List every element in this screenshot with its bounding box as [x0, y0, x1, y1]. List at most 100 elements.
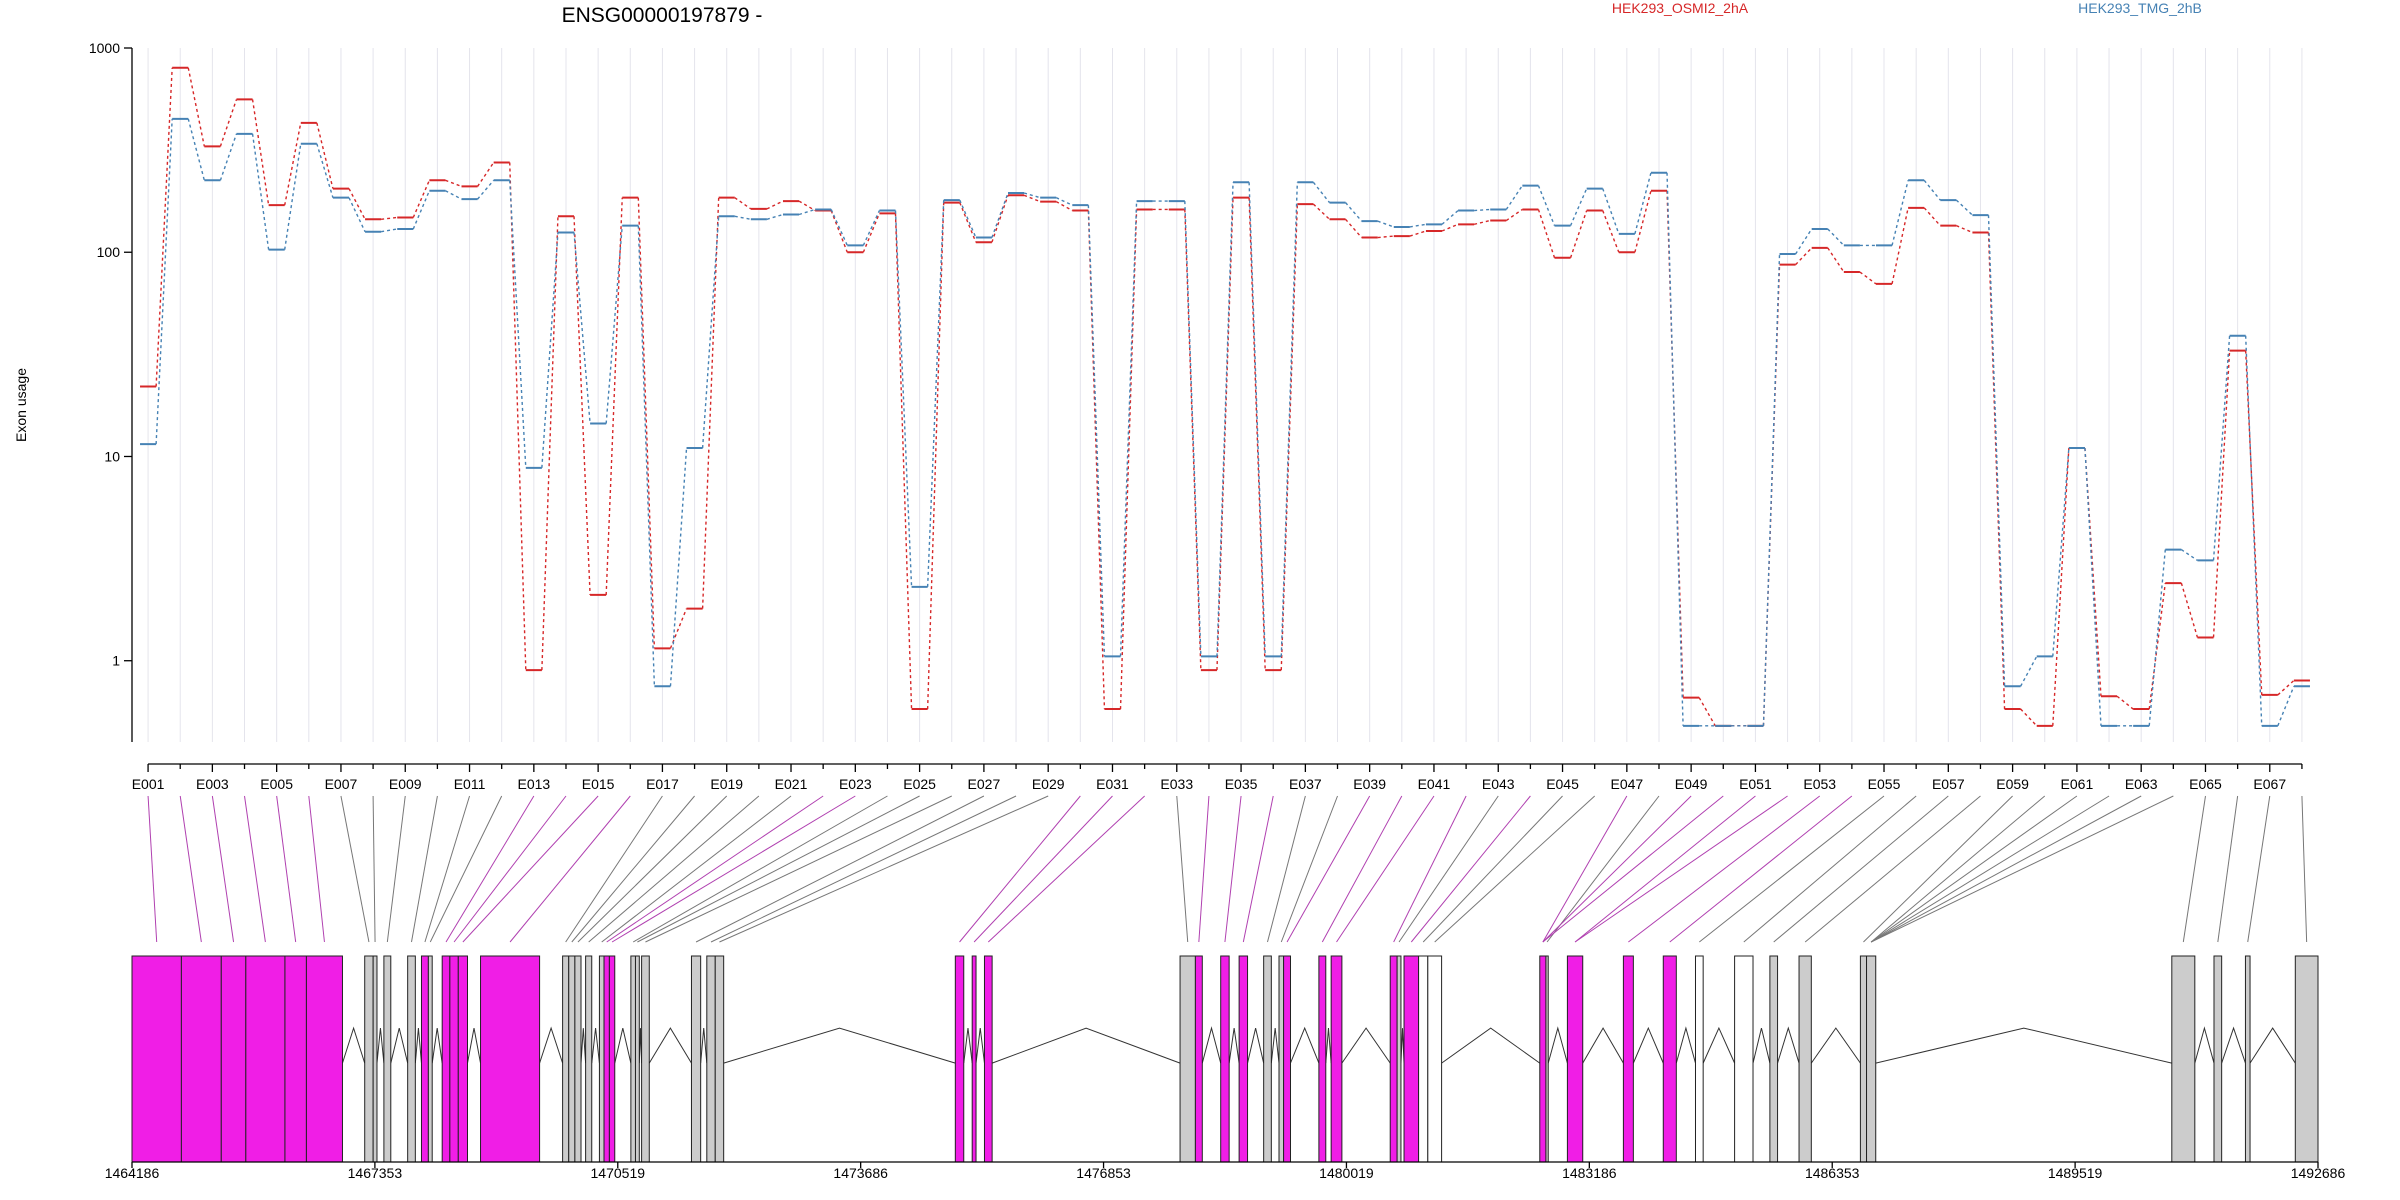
y-axis-label: Exon usage — [13, 368, 29, 442]
intron-E039 — [1290, 1026, 1320, 1064]
x-tick-label-E005: E005 — [260, 776, 293, 792]
guide-E016 — [509, 795, 631, 943]
exon-box-E004 — [245, 955, 286, 1163]
x-tick-label-E023: E023 — [839, 776, 872, 792]
guide-E059 — [1863, 795, 2013, 943]
exon-box-E024 — [630, 955, 636, 1163]
guide-E030 — [959, 795, 1081, 943]
guide-E045 — [1422, 795, 1563, 943]
series-riser — [541, 216, 559, 671]
x-tick-label-E045: E045 — [1546, 776, 1579, 792]
guide-E035 — [1224, 795, 1242, 943]
exon-box-E036 — [1238, 955, 1249, 1163]
vertical-gridlines — [147, 48, 2303, 742]
guide-E066 — [2217, 795, 2239, 943]
intron-E031 — [975, 1028, 985, 1064]
x-tick-label-E055: E055 — [1868, 776, 1901, 792]
intron-E029 — [723, 1027, 956, 1064]
guide-E051 — [1574, 795, 1756, 943]
x-tick-label-E019: E019 — [710, 776, 743, 792]
guide-E040 — [1321, 795, 1403, 943]
series-riser — [1827, 228, 1845, 246]
guide-E057 — [1773, 795, 1949, 943]
series-riser — [412, 180, 431, 218]
intron-E046 — [1441, 1027, 1541, 1064]
guide-E007 — [340, 795, 370, 943]
series-riser — [1248, 197, 1266, 671]
guide-E002 — [179, 795, 202, 943]
exon-box-E012 — [427, 955, 433, 1163]
guide-E019 — [577, 795, 728, 943]
guide-E031 — [973, 795, 1113, 943]
legend-label-series-a: HEK293_OSMI2_2hA — [1612, 0, 1749, 16]
guide-E009 — [386, 795, 406, 943]
y-tick-label-1000: 1000 — [89, 40, 120, 56]
series-riser — [1955, 199, 1973, 216]
exon-box-E002 — [180, 955, 222, 1163]
exon-box-E037 — [1263, 955, 1272, 1163]
series-riser — [1409, 223, 1427, 228]
series-riser — [1987, 215, 2006, 687]
x-tick-label-E009: E009 — [389, 776, 422, 792]
coord-tick-label-1470519: 1470519 — [591, 1165, 646, 1181]
series-riser — [1216, 182, 1234, 657]
intron-E010 — [414, 1028, 422, 1064]
series-riser — [1537, 209, 1556, 258]
x-tick-label-E003: E003 — [196, 776, 229, 792]
series-riser — [1505, 185, 1523, 210]
series-riser — [959, 202, 977, 243]
series-riser — [348, 197, 366, 233]
series-riser — [1762, 254, 1781, 726]
exon-box-E005 — [284, 955, 307, 1163]
series-riser — [926, 202, 945, 710]
guide-E011 — [424, 795, 471, 943]
series-riser — [830, 209, 848, 246]
intron-E058 — [2194, 1026, 2215, 1064]
guide-E005 — [276, 795, 297, 943]
intron-E032 — [991, 1027, 1181, 1064]
intron-E051 — [1675, 1026, 1696, 1064]
intron-E048 — [1547, 1026, 1568, 1064]
intron-E019 — [580, 1028, 587, 1064]
series-riser — [187, 118, 206, 181]
coord-tick-label-1480019: 1480019 — [1319, 1165, 1374, 1181]
series-riser — [830, 210, 848, 253]
intron-E035 — [1228, 1028, 1240, 1064]
guide-E065 — [2182, 795, 2206, 943]
exon-box-E009 — [383, 955, 392, 1163]
exon-box-E041 — [1330, 955, 1343, 1163]
exon-box-E034 — [1194, 955, 1203, 1163]
series-riser — [2084, 447, 2102, 726]
x-tick-label-E025: E025 — [903, 776, 936, 792]
series-riser — [1377, 220, 1395, 228]
series-riser — [1923, 179, 1941, 201]
exon-box-E013 — [441, 955, 451, 1163]
guide-E032 — [987, 795, 1145, 943]
guide-E038 — [1280, 795, 1338, 943]
guide-E015 — [462, 795, 599, 943]
exon-box-E032 — [983, 955, 993, 1163]
series-riser — [1634, 190, 1652, 253]
x-tick-label-E007: E007 — [325, 776, 358, 792]
series-riser — [1119, 201, 1138, 657]
guide-E056 — [1743, 795, 1917, 943]
series-riser — [573, 232, 591, 424]
intron-E015 — [467, 1028, 482, 1064]
series-riser — [1569, 210, 1588, 258]
guide-E047 — [1542, 795, 1628, 943]
intron-E009 — [390, 1027, 409, 1064]
exon-box-E056 — [1859, 955, 1868, 1163]
exon-guide-lines — [147, 795, 2308, 943]
series-riser — [1023, 194, 1041, 203]
intron-E030 — [963, 1028, 973, 1064]
guide-E036 — [1242, 795, 1274, 943]
series-riser — [1891, 207, 1909, 285]
coord-tick-label-1464186: 1464186 — [105, 1165, 160, 1181]
exon-box-E050 — [1622, 955, 1634, 1163]
coord-tick-label-1489519: 1489519 — [2048, 1165, 2103, 1181]
guide-E022 — [606, 795, 824, 943]
intron-E043 — [1400, 1028, 1405, 1064]
exon-box-E023 — [608, 955, 616, 1163]
x-tick-label-E027: E027 — [968, 776, 1001, 792]
exon-box-E007 — [364, 955, 374, 1163]
